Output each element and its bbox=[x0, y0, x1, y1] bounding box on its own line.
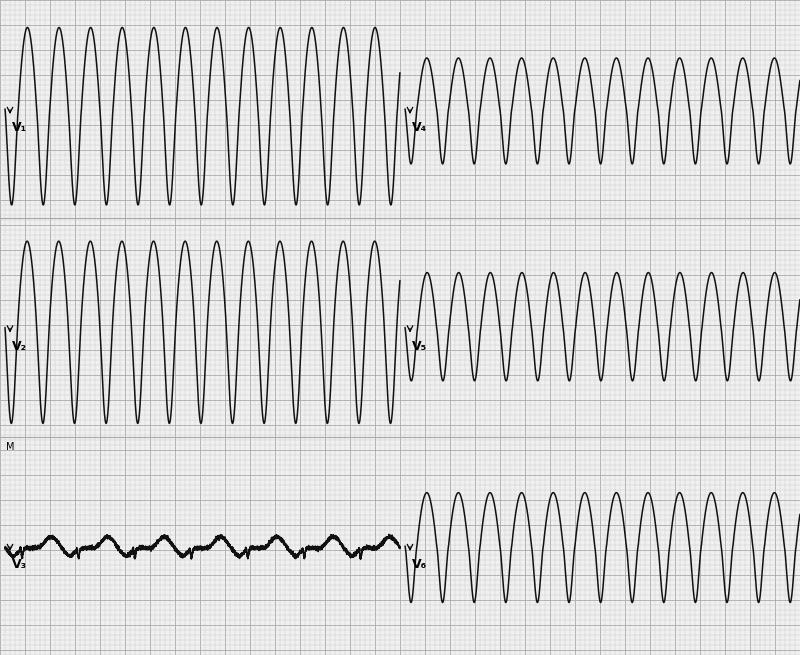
Text: V₅: V₅ bbox=[412, 339, 427, 352]
Text: V₂: V₂ bbox=[12, 339, 27, 352]
Text: V₆: V₆ bbox=[412, 558, 427, 571]
Text: V₁: V₁ bbox=[12, 121, 27, 134]
Text: M: M bbox=[6, 442, 14, 452]
Text: V₃: V₃ bbox=[12, 558, 27, 571]
Text: V₄: V₄ bbox=[412, 121, 427, 134]
